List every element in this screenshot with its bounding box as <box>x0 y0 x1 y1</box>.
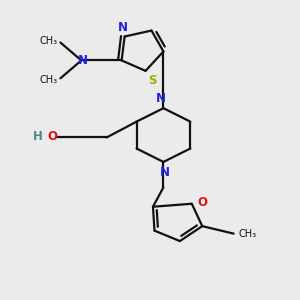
Text: CH₃: CH₃ <box>238 229 256 238</box>
Text: CH₃: CH₃ <box>39 36 57 46</box>
Text: S: S <box>148 74 157 87</box>
Text: H: H <box>33 130 43 143</box>
Text: N: N <box>160 166 170 178</box>
Text: N: N <box>118 20 128 34</box>
Text: CH₃: CH₃ <box>39 75 57 85</box>
Text: O: O <box>47 130 57 143</box>
Text: N: N <box>78 54 88 67</box>
Text: O: O <box>198 196 208 209</box>
Text: N: N <box>155 92 166 105</box>
